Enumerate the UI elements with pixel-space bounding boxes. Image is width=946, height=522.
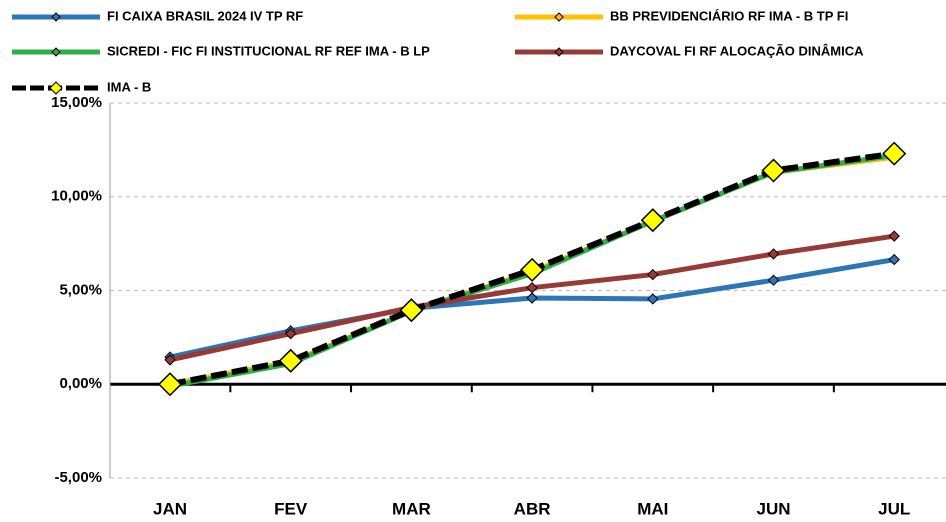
data-point [526,292,538,304]
legend-label: IMA - B [107,79,151,94]
x-tick-label: ABR [514,499,551,518]
x-tick-label: MAR [392,499,431,518]
data-point [526,281,538,294]
data-point [520,257,545,282]
y-tick-label: 0,00% [59,375,102,392]
legend-label: SICREDI - FIC FI INSTITUCIONAL RF REF IM… [107,43,430,58]
y-tick-label: 5,00% [59,281,102,298]
data-point [647,293,659,305]
data-point [888,253,900,266]
legend-marker [554,12,564,22]
legend-label: FI CAIXA BRASIL 2024 IV TP RF [107,8,303,23]
data-point [164,354,176,366]
x-tick-label: JUL [878,499,910,518]
legend-marker [49,81,63,95]
data-point [278,348,303,373]
legend-label: DAYCOVAL FI RF ALOCAÇÃO DINÂMICA [610,43,864,58]
data-point [284,327,297,340]
x-tick-label: MAI [637,499,668,518]
y-tick-label: -5,00% [54,469,102,486]
data-point [399,298,424,323]
y-tick-label: 10,00% [51,188,102,205]
legend-label: BB PREVIDENCIÁRIO RF IMA - B TP FI [610,8,848,23]
data-point [767,248,780,260]
legend-marker [51,12,61,22]
legend-marker [51,47,61,57]
data-point [640,208,665,233]
data-point [882,141,907,166]
data-point [888,230,900,242]
x-tick-label: FEV [274,499,308,518]
x-tick-label: JUN [756,499,790,518]
x-tick-label: JAN [153,499,187,518]
data-point [157,372,183,397]
data-point [761,158,786,183]
data-point [767,274,780,286]
data-point [647,268,659,281]
legend-marker [554,47,564,57]
y-tick-label: 15,00% [51,94,102,111]
